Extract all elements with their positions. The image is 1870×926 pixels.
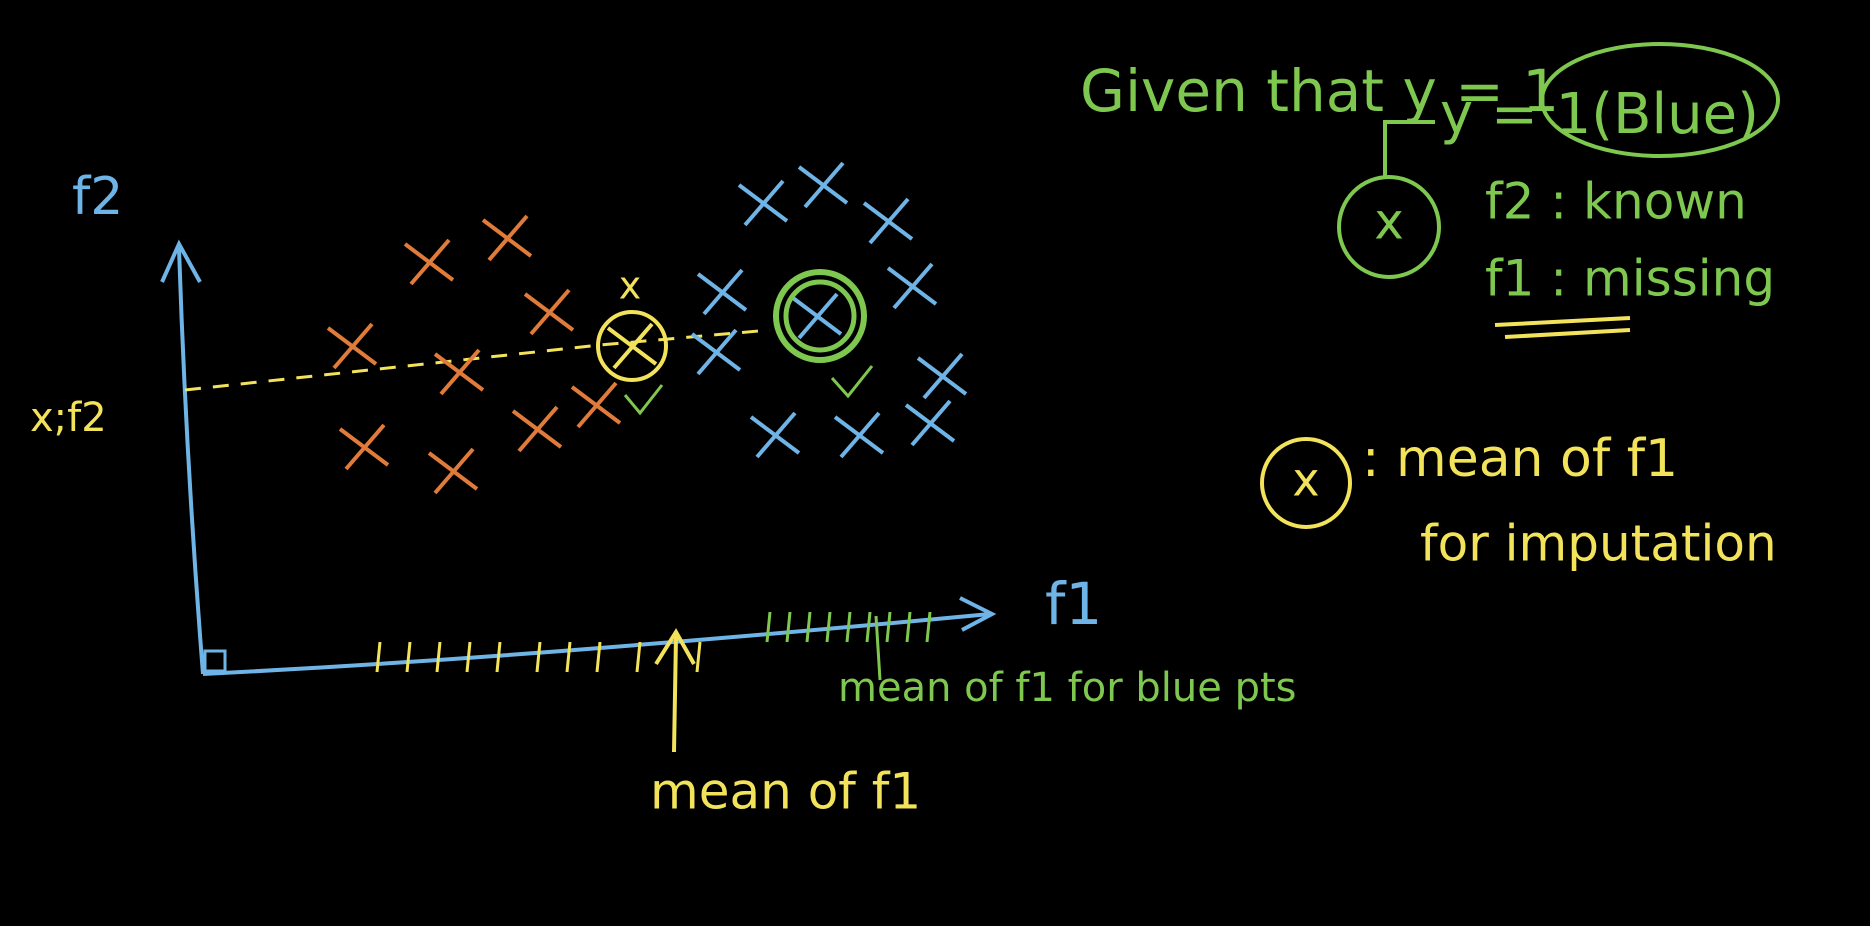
tick	[825, 611, 832, 643]
tick	[465, 641, 472, 673]
class-circle	[1540, 42, 1780, 158]
impute-line2: for imputation	[1420, 515, 1777, 573]
cross	[862, 197, 914, 245]
cross	[749, 411, 801, 459]
cross	[403, 238, 455, 286]
cross	[433, 348, 485, 396]
tick	[695, 641, 702, 673]
y-axis-label: f2	[72, 167, 123, 227]
feature-point: x	[1374, 193, 1404, 251]
point-marker: x	[619, 264, 642, 308]
cross	[696, 268, 748, 316]
cross	[737, 179, 789, 227]
cross	[797, 161, 849, 209]
known-text: f2 : known	[1485, 173, 1747, 231]
tick	[785, 611, 792, 643]
query-circle	[596, 310, 668, 382]
mean-circle-inner	[783, 279, 857, 353]
y-axis	[177, 247, 205, 675]
tick	[495, 641, 502, 673]
cross	[690, 328, 742, 376]
crosses	[326, 161, 968, 495]
cross	[916, 352, 968, 400]
cross	[606, 322, 658, 370]
tick	[805, 611, 812, 643]
right-angle	[203, 649, 227, 673]
cross	[511, 405, 563, 453]
tick	[765, 611, 772, 643]
cross	[427, 447, 479, 495]
tick	[845, 611, 852, 643]
missing-text: f1 : missing	[1485, 250, 1775, 308]
tick	[925, 611, 932, 643]
impute-point: x	[1292, 453, 1319, 507]
tick	[405, 641, 412, 673]
impute-line1: : mean of f1	[1362, 429, 1678, 489]
blue-mean-note: mean of f1 for blue pts	[838, 665, 1296, 711]
cross	[326, 322, 378, 370]
cross	[338, 423, 390, 471]
feature-circle	[1337, 175, 1441, 279]
check	[830, 365, 874, 399]
axis-ticks	[375, 611, 932, 673]
impute-circle	[1260, 437, 1352, 529]
cross	[833, 411, 885, 459]
tick	[535, 641, 542, 673]
tick	[435, 641, 442, 673]
blue-mean-marker	[874, 615, 882, 681]
tick	[595, 641, 602, 673]
underline	[1494, 316, 1631, 339]
cross	[570, 381, 622, 429]
tick	[885, 611, 892, 643]
point-axis-label: x;f2	[30, 395, 107, 441]
class-text: y = 1(Blue)	[1440, 82, 1759, 147]
tick	[865, 611, 872, 643]
tick	[905, 611, 912, 643]
x-axis-label: f1	[1045, 570, 1102, 638]
mean-arrow	[654, 628, 696, 753]
check	[623, 384, 664, 416]
cross	[904, 399, 956, 447]
tick	[375, 641, 382, 673]
cross	[523, 288, 575, 336]
overall-mean-note: mean of f1	[650, 763, 921, 821]
bracket	[1383, 120, 1435, 178]
given-title: Given that y = 1	[1080, 57, 1559, 125]
cross	[886, 262, 938, 310]
cross	[481, 214, 533, 262]
y-axis-arrow	[160, 239, 202, 283]
tick	[565, 641, 572, 673]
cross	[791, 292, 843, 340]
mean-circle	[773, 269, 867, 363]
tick	[635, 641, 642, 673]
x-axis-arrow	[959, 596, 997, 632]
